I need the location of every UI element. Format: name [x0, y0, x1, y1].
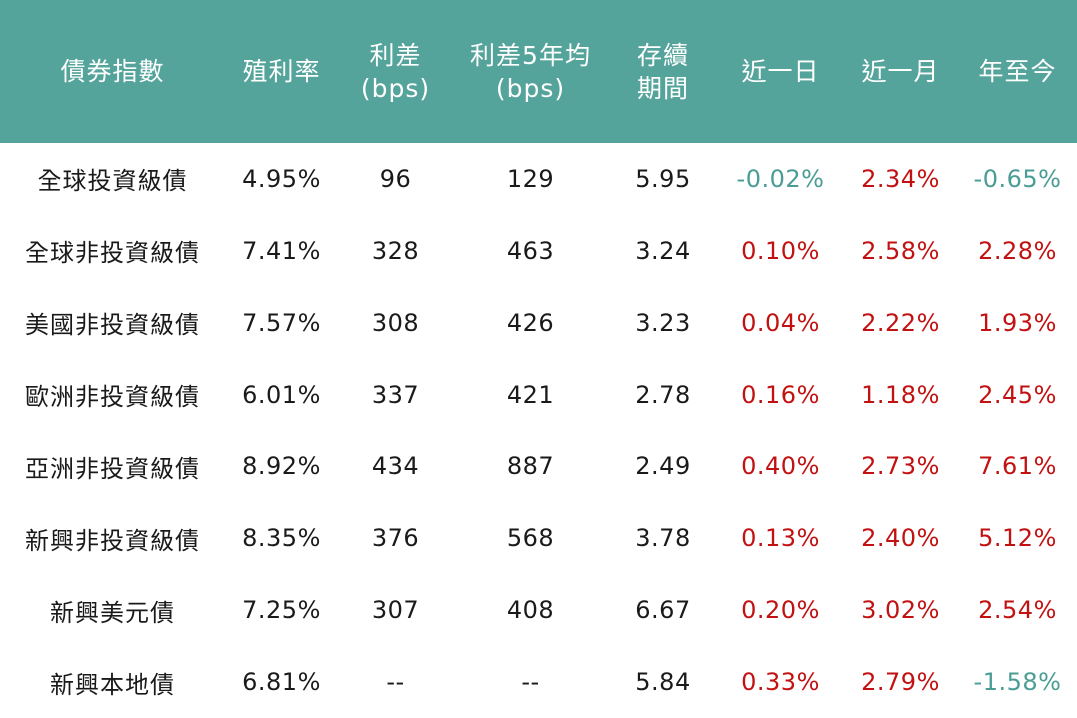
- change-1m-value: 1.18%: [861, 380, 940, 409]
- spread-value: 308: [371, 308, 420, 337]
- spread-value: 434: [371, 452, 420, 481]
- change-1d-value: 0.16%: [741, 380, 820, 409]
- spread-value: 376: [371, 524, 420, 553]
- spread-5y-avg-value: 408: [506, 596, 555, 625]
- duration-value: 3.24: [635, 236, 691, 265]
- duration-value: 3.23: [635, 308, 691, 337]
- table-row: 全球非投資級債 7.41% 328 463 3.24 0.10% 2.58% 2.28%: [0, 215, 1077, 287]
- change-ytd-value: 1.93%: [978, 308, 1057, 337]
- table-row: 歐洲非投資級債 6.01% 337 421 2.78 0.16% 1.18% 2.45%: [0, 359, 1077, 431]
- column-header-bond-index: 債券指數: [0, 0, 225, 143]
- duration-value: 2.49: [635, 452, 691, 481]
- table-row: 全球投資級債 4.95% 96 129 5.95 -0.02% 2.34% -0.65%: [0, 143, 1077, 215]
- bond-index-name: 新興本地債: [50, 670, 175, 699]
- change-1m-value: 2.40%: [861, 524, 940, 553]
- change-ytd-value: -0.65%: [973, 164, 1062, 193]
- table-row: 新興非投資級債 8.35% 376 568 3.78 0.13% 2.40% 5.12%: [0, 502, 1077, 574]
- change-1d-value: 0.33%: [741, 668, 820, 697]
- spread-value: 337: [371, 380, 420, 409]
- spread-5y-avg-value: 568: [506, 524, 555, 553]
- change-1d-value: 0.40%: [741, 452, 820, 481]
- spread-value: 307: [371, 596, 420, 625]
- column-header-change-1m: 近一月: [843, 0, 958, 143]
- table-row: 亞洲非投資級債 8.92% 434 887 2.49 0.40% 2.73% 7.61%: [0, 431, 1077, 503]
- yield-value: 7.57%: [242, 308, 321, 337]
- table-row: 新興美元債 7.25% 307 408 6.67 0.20% 3.02% 2.54%: [0, 574, 1077, 646]
- table-row: 新興本地債 6.81% -- -- 5.84 0.33% 2.79% -1.58%: [0, 646, 1077, 718]
- yield-value: 8.92%: [242, 452, 321, 481]
- bond-index-name: 新興美元債: [50, 598, 175, 627]
- spread-5y-avg-value: 421: [506, 380, 555, 409]
- column-header-change-1d: 近一日: [718, 0, 843, 143]
- yield-value: 6.01%: [242, 380, 321, 409]
- change-ytd-value: 2.45%: [978, 380, 1057, 409]
- yield-value: 7.25%: [242, 596, 321, 625]
- change-1m-value: 2.34%: [861, 164, 940, 193]
- bond-index-name: 美國非投資級債: [25, 311, 200, 340]
- table-body: 全球投資級債 4.95% 96 129 5.95 -0.02% 2.34% -0.65% 全球非…: [0, 143, 1077, 718]
- change-1d-value: -0.02%: [736, 164, 825, 193]
- change-1d-value: 0.04%: [741, 308, 820, 337]
- bond-index-name: 全球非投資級債: [25, 239, 200, 268]
- bond-index-name: 新興非投資級債: [25, 526, 200, 555]
- yield-value: 7.41%: [242, 236, 321, 265]
- header-row: 債券指數 殖利率 利差 (bps) 利差5年均 (bps) 存續 期間 近一日 …: [0, 0, 1077, 143]
- change-1m-value: 2.73%: [861, 452, 940, 481]
- column-header-yield: 殖利率: [225, 0, 338, 143]
- change-ytd-value: 2.28%: [978, 236, 1057, 265]
- change-1d-value: 0.10%: [741, 236, 820, 265]
- column-header-spread-bps: 利差 (bps): [338, 0, 453, 143]
- spread-value: 328: [371, 236, 420, 265]
- spread-value: 96: [379, 164, 412, 193]
- spread-5y-avg-value: --: [521, 668, 540, 697]
- duration-value: 2.78: [635, 380, 691, 409]
- spread-5y-avg-value: 426: [506, 308, 555, 337]
- spread-5y-avg-value: 129: [506, 164, 555, 193]
- spread-5y-avg-value: 463: [506, 236, 555, 265]
- change-1m-value: 2.79%: [861, 668, 940, 697]
- column-header-change-ytd: 年至今: [958, 0, 1077, 143]
- duration-value: 5.95: [635, 164, 691, 193]
- duration-value: 6.67: [635, 596, 691, 625]
- change-ytd-value: 2.54%: [978, 596, 1057, 625]
- duration-value: 3.78: [635, 524, 691, 553]
- duration-value: 5.84: [635, 668, 691, 697]
- change-ytd-value: 5.12%: [978, 524, 1057, 553]
- spread-5y-avg-value: 887: [506, 452, 555, 481]
- change-1m-value: 2.58%: [861, 236, 940, 265]
- change-1d-value: 0.20%: [741, 596, 820, 625]
- column-header-duration: 存續 期間: [608, 0, 718, 143]
- change-ytd-value: 7.61%: [978, 452, 1057, 481]
- column-header-spread-5y-avg: 利差5年均 (bps): [453, 0, 608, 143]
- yield-value: 6.81%: [242, 668, 321, 697]
- yield-value: 4.95%: [242, 164, 321, 193]
- table-header: 債券指數 殖利率 利差 (bps) 利差5年均 (bps) 存續 期間 近一日 …: [0, 0, 1077, 143]
- table-row: 美國非投資級債 7.57% 308 426 3.23 0.04% 2.22% 1.93%: [0, 287, 1077, 359]
- change-1d-value: 0.13%: [741, 524, 820, 553]
- bond-index-name: 亞洲非投資級債: [25, 454, 200, 483]
- change-ytd-value: -1.58%: [973, 668, 1062, 697]
- bond-index-name: 歐洲非投資級債: [25, 383, 200, 412]
- bond-index-name: 全球投資級債: [37, 167, 188, 196]
- change-1m-value: 2.22%: [861, 308, 940, 337]
- change-1m-value: 3.02%: [861, 596, 940, 625]
- yield-value: 8.35%: [242, 524, 321, 553]
- spread-value: --: [386, 668, 405, 697]
